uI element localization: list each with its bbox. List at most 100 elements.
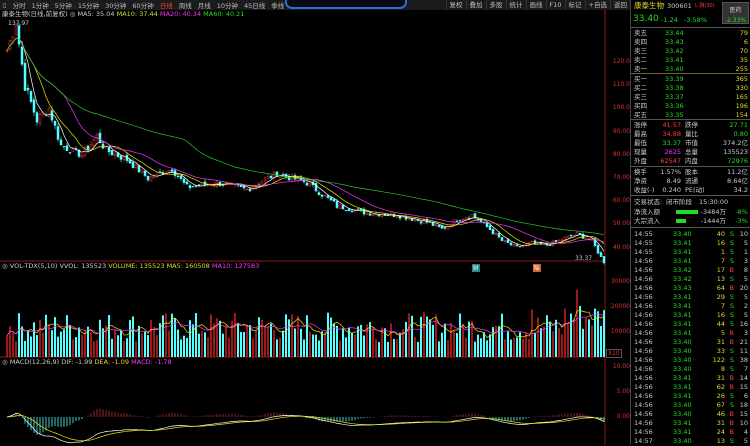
volume-bar xyxy=(69,324,71,357)
tick-row: 14:56 33.41 24 B 4 xyxy=(634,428,748,436)
candle-body xyxy=(29,91,33,102)
candle-body xyxy=(350,210,354,213)
volume-bar xyxy=(177,329,179,357)
stat-label: 内盘 xyxy=(685,157,698,165)
toolbar-action-button[interactable]: F10 xyxy=(545,0,565,10)
volume-bar xyxy=(360,324,362,357)
volume-bar xyxy=(291,314,293,357)
candle-body xyxy=(557,239,561,242)
volume-bar xyxy=(246,325,248,357)
candle-body xyxy=(371,214,375,216)
candle-body xyxy=(512,244,516,246)
toolbar-action-button[interactable]: 画线 xyxy=(525,0,546,10)
volume-bar xyxy=(162,315,164,357)
period-tab[interactable]: 45日线 xyxy=(243,2,266,10)
settings-icon[interactable]: ◎ xyxy=(69,10,76,18)
finance-marker[interactable]: 财 xyxy=(472,264,480,272)
candle-body xyxy=(38,114,42,124)
stat-label: 市值 xyxy=(685,139,698,147)
volume-bar xyxy=(357,326,359,357)
stock-tag: L 融(30) xyxy=(695,3,715,9)
orderbook-row: 买三 33.37 165 xyxy=(631,92,750,102)
volume-bar xyxy=(54,317,56,357)
volume-bar xyxy=(288,319,290,357)
tick-row: 14:55 33.40 40 S 10 xyxy=(634,230,748,238)
period-tab[interactable]: 10分钟 xyxy=(216,2,238,10)
sector-button[interactable]: 医药 -2.33% xyxy=(722,2,749,24)
level-volume: 6 xyxy=(743,38,748,46)
ma-info-line: 康泰生物(日线,前复权) ◎ MA5: 35.04 MA10: 37.44 MA… xyxy=(2,10,244,19)
volume-bar xyxy=(603,310,605,357)
candle-body xyxy=(584,238,588,240)
toolbar-action-button[interactable]: 返回 xyxy=(610,0,630,10)
period-tab[interactable]: 60分钟 xyxy=(132,2,154,10)
volume-bar xyxy=(45,314,47,357)
period-tab[interactable]: 季线 xyxy=(271,2,285,10)
toolbar-action-button[interactable]: 叠加 xyxy=(465,0,486,10)
axis-tick-label: 80.00 xyxy=(612,150,630,158)
volume-bar xyxy=(429,319,431,357)
volume-bar xyxy=(387,341,389,357)
stat-label: 现量 xyxy=(634,148,647,156)
candle-body xyxy=(35,112,39,123)
volume-bar xyxy=(462,324,464,357)
axis-tick-label: 20000 xyxy=(610,303,630,310)
period-tab[interactable]: 分时 xyxy=(12,2,26,10)
period-tab[interactable]: 周线 xyxy=(178,2,192,10)
level-price: 33.36 xyxy=(665,102,684,110)
period-tab[interactable]: 1分钟 xyxy=(31,2,49,10)
level-label: 卖四 xyxy=(634,38,647,46)
axis-tick-label: 10000 xyxy=(610,328,630,335)
volume-bar xyxy=(150,320,152,357)
level-price: 33.40 xyxy=(665,65,684,73)
level-price: 33.44 xyxy=(665,29,684,37)
dea-value: DEA: -1.09 xyxy=(94,358,130,366)
volume-bar xyxy=(90,332,92,357)
period-tab[interactable]: 30分钟 xyxy=(105,2,127,10)
candle-body xyxy=(26,87,30,91)
candle-body xyxy=(362,208,366,215)
period-tab[interactable]: 月线 xyxy=(197,2,211,10)
candle-body xyxy=(140,169,144,174)
kline-chart[interactable] xyxy=(0,0,630,445)
candle-body xyxy=(326,195,330,198)
volume-bar xyxy=(249,324,251,357)
candle-body xyxy=(365,212,369,215)
volume-bar xyxy=(531,309,533,357)
toolbar-action-button[interactable]: 统计 xyxy=(505,0,526,10)
candle-body xyxy=(497,232,501,238)
period-tab[interactable]: 15分钟 xyxy=(77,2,100,10)
stat-value: 135523 xyxy=(723,148,748,156)
settings-icon[interactable]: ◎ xyxy=(2,262,8,270)
toolbar-action-button[interactable]: +自选 xyxy=(584,0,610,10)
level-volume: 255 xyxy=(735,65,748,73)
volume-bar xyxy=(168,330,170,357)
period-tab[interactable]: 5分钟 xyxy=(54,2,72,10)
volume-bar xyxy=(30,336,32,357)
volume-bar xyxy=(129,320,131,357)
volume-bar xyxy=(381,327,383,357)
candle-body xyxy=(17,25,21,45)
volume-bar xyxy=(243,331,245,357)
stat-label: 外盘 xyxy=(634,157,647,165)
volume-bar xyxy=(270,323,272,357)
exright-marker[interactable]: 除 xyxy=(533,264,541,272)
candle-body xyxy=(314,183,318,192)
tick-row: 14:56 33.40 31 B 21 xyxy=(634,338,748,346)
layout-icon[interactable]: ▯ xyxy=(3,1,7,9)
volume-bar xyxy=(339,340,341,357)
tick-row: 14:56 33.40 33 S 11 xyxy=(634,347,748,355)
volume-bar xyxy=(537,317,539,357)
orderbook-row: 买二 33.38 330 xyxy=(631,83,750,93)
volume-bar xyxy=(132,316,134,357)
toolbar-action-button[interactable]: 复权 xyxy=(445,0,466,10)
period-tab[interactable]: 日线 xyxy=(159,2,173,10)
price-change: -1.24 xyxy=(661,16,678,24)
toolbar-action-button[interactable]: 标记 xyxy=(564,0,585,10)
toolbar-action-button[interactable]: 多股 xyxy=(485,0,506,10)
stat-value: 8.64亿 xyxy=(727,177,748,185)
candle-body xyxy=(5,50,9,52)
tick-row: 14:56 33.43 64 B 20 xyxy=(634,284,748,292)
settings-icon[interactable]: ◎ xyxy=(2,358,8,366)
volume-bar xyxy=(114,329,116,357)
